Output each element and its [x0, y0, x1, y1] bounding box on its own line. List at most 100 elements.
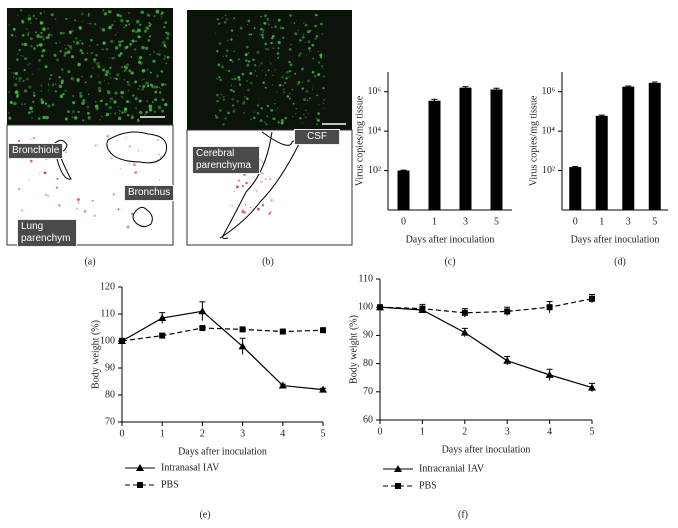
speck — [142, 85, 145, 89]
speck — [218, 76, 221, 79]
speck — [222, 95, 225, 99]
speck — [64, 89, 67, 92]
speck — [15, 72, 19, 76]
speck — [224, 14, 227, 17]
speck — [301, 35, 305, 39]
speck — [28, 85, 32, 89]
speck — [262, 36, 264, 39]
speck — [99, 119, 101, 121]
speck — [17, 53, 19, 55]
speck — [42, 115, 46, 120]
speck — [146, 100, 149, 102]
marker — [460, 328, 469, 336]
speck — [91, 66, 94, 69]
speck — [246, 24, 248, 26]
speck — [89, 45, 91, 47]
speck — [42, 27, 46, 31]
bar — [622, 86, 635, 210]
speck — [247, 60, 251, 63]
speck — [109, 77, 112, 79]
speck — [317, 112, 321, 115]
speck — [40, 84, 43, 87]
speck — [156, 53, 158, 55]
speck — [76, 197, 80, 201]
speck — [288, 48, 292, 51]
speck — [33, 94, 36, 97]
speck — [126, 100, 129, 104]
speck — [306, 54, 308, 56]
speck — [123, 26, 125, 28]
speck — [248, 33, 251, 36]
speck — [93, 214, 97, 217]
speck — [309, 50, 311, 52]
speck — [50, 34, 53, 36]
speck — [38, 58, 41, 62]
speck — [315, 37, 318, 39]
speck — [80, 12, 84, 16]
caption: (e) — [199, 509, 210, 520]
speck — [319, 56, 323, 59]
speck — [55, 186, 59, 190]
speck — [77, 62, 81, 67]
speck — [48, 77, 51, 80]
speck — [160, 11, 164, 15]
speck — [50, 74, 53, 77]
speck — [120, 90, 125, 95]
speck — [8, 116, 12, 120]
speck — [286, 95, 290, 98]
speck — [155, 74, 160, 78]
speck — [274, 99, 276, 101]
speck — [113, 20, 116, 23]
speck — [18, 76, 22, 80]
speck — [230, 38, 233, 41]
speck — [39, 36, 42, 39]
speck — [28, 15, 30, 17]
speck — [288, 97, 291, 100]
y-axis-label: Virus copies/mg tissue — [528, 95, 539, 186]
speck — [40, 54, 44, 58]
speck — [151, 228, 152, 230]
speck — [105, 115, 107, 117]
legend-label: Intracranial IAV — [419, 463, 485, 474]
marker — [377, 304, 383, 311]
speck — [58, 75, 61, 79]
speck — [226, 69, 227, 71]
speck — [272, 74, 274, 76]
speck — [123, 78, 126, 81]
speck — [135, 107, 137, 109]
speck — [72, 101, 76, 105]
speck — [130, 116, 134, 120]
speck — [116, 73, 120, 77]
legend-marker — [395, 483, 401, 489]
annotation: Bronchiole — [8, 143, 64, 159]
speck — [244, 96, 246, 98]
speck — [101, 28, 106, 32]
speck — [114, 46, 119, 50]
speck — [30, 37, 33, 40]
speck — [280, 119, 284, 122]
speck — [54, 90, 58, 93]
speck — [129, 101, 131, 103]
marker — [119, 338, 125, 344]
speck — [70, 55, 75, 59]
speck — [241, 184, 245, 188]
speck — [274, 59, 276, 61]
speck — [227, 69, 231, 73]
speck — [299, 52, 302, 55]
speck — [150, 108, 153, 111]
speck — [108, 72, 111, 75]
speck — [74, 37, 78, 40]
speck — [128, 162, 131, 165]
marker — [239, 326, 246, 333]
speck — [140, 10, 144, 15]
speck — [219, 78, 222, 82]
speck — [151, 85, 154, 88]
speck — [30, 138, 32, 140]
vessel-outline — [132, 206, 153, 228]
speck — [113, 100, 117, 104]
speck — [22, 55, 24, 57]
speck — [275, 109, 277, 111]
speck — [272, 84, 274, 86]
speck — [36, 34, 40, 38]
x-tick-label: 0 — [120, 428, 125, 439]
